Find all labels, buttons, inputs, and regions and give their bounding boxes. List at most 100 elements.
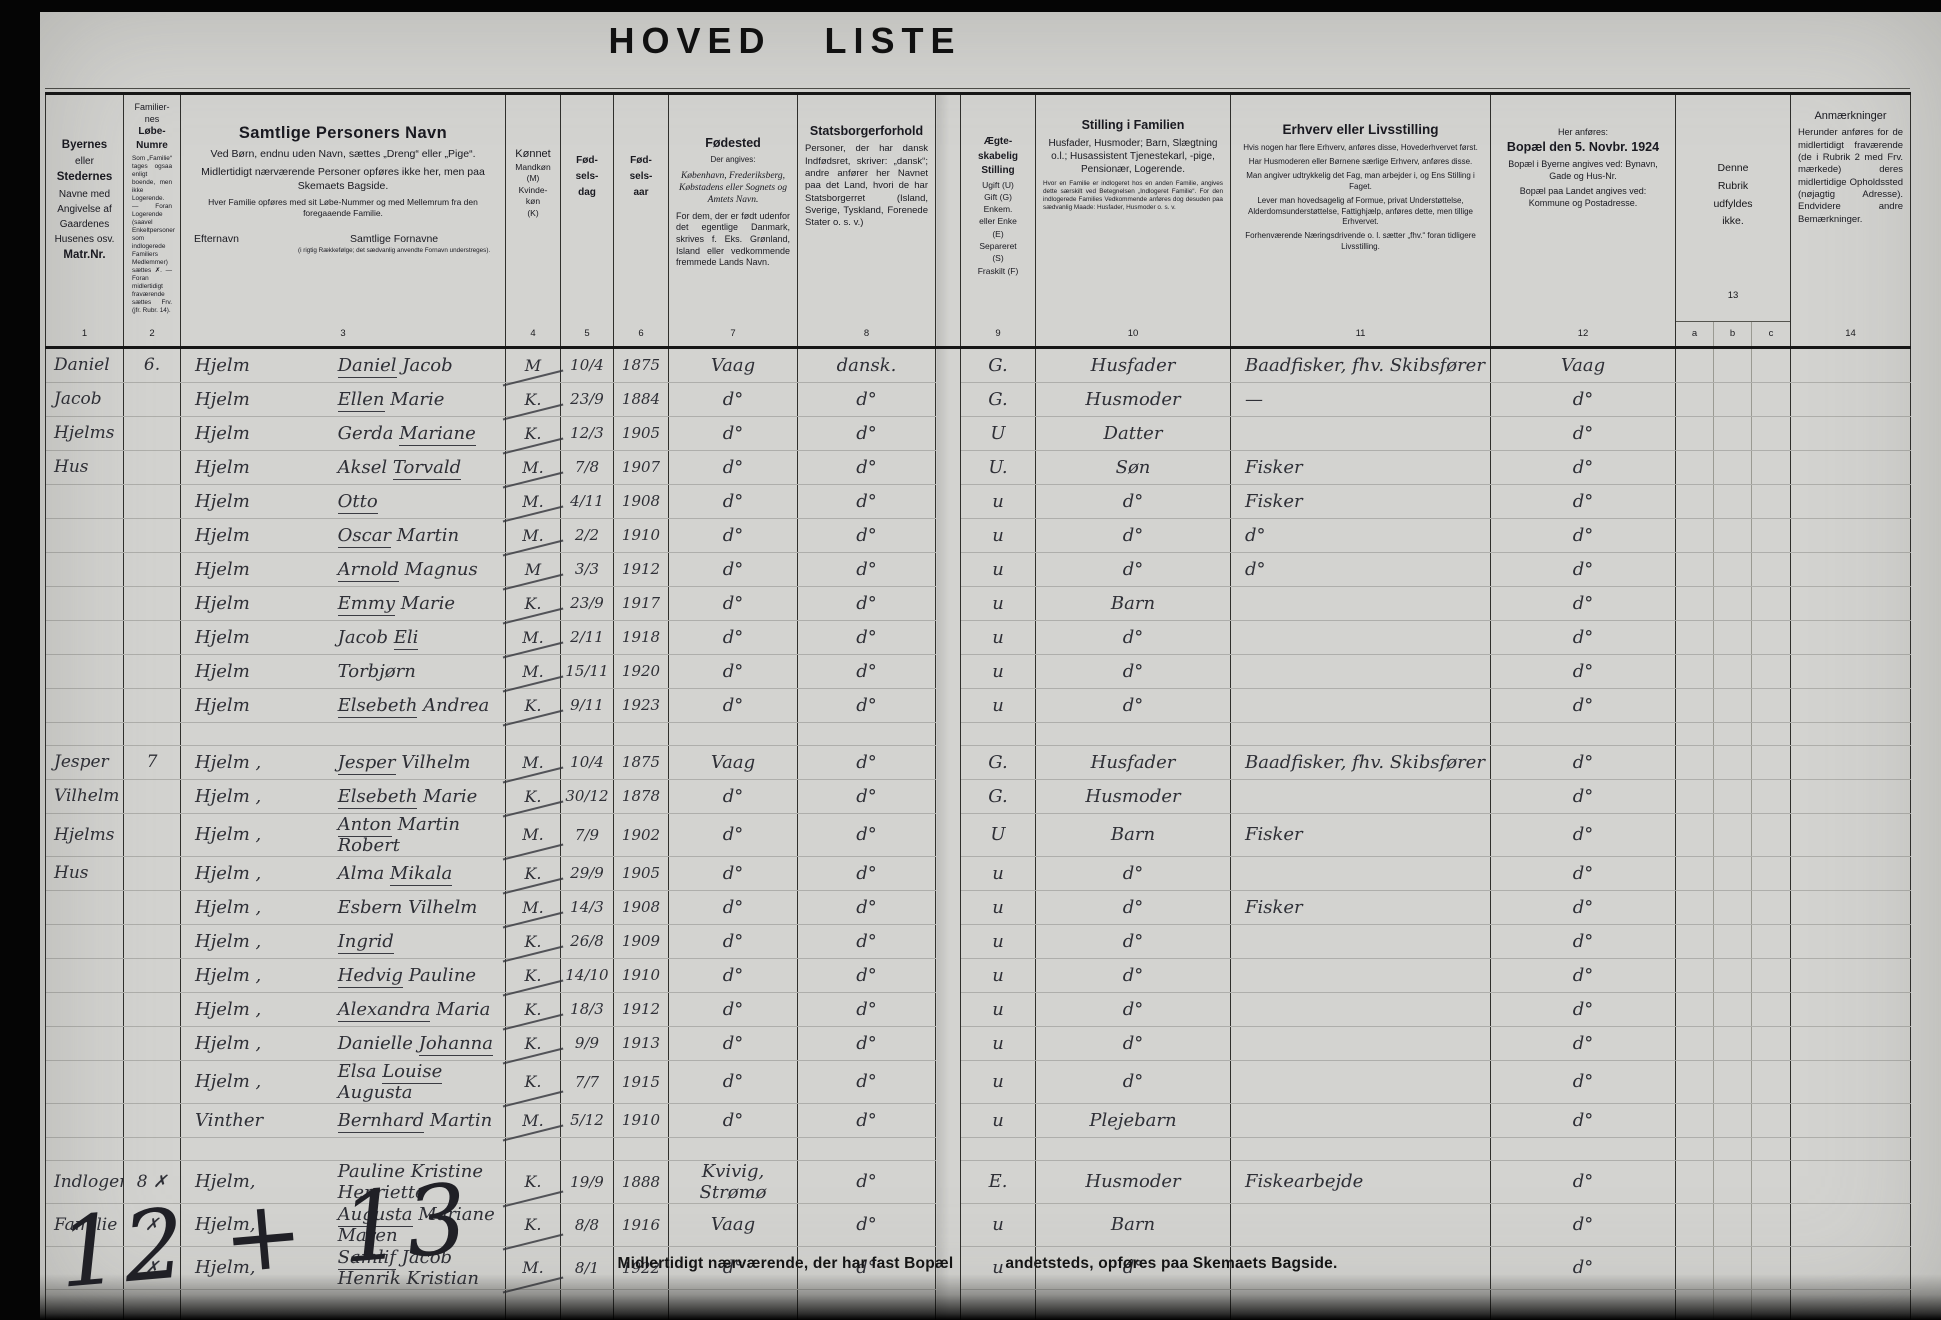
cell-sex: M [502,347,564,387]
cell-given-names: Jesper Vilhelm [337,751,471,775]
cell-family-number: 7 [123,745,181,780]
empty-cell [505,1137,561,1161]
header-text: Bopæl paa Landet angives ved: Kommune og… [1519,186,1647,208]
cell-marital-status: u [960,1203,1036,1247]
empty-cell [1675,1289,1714,1320]
cell-unused-c [1750,1160,1791,1204]
cell-name: Vinther Bernhard Martin [180,1103,506,1138]
person-row: Vinther Bernhard Martin M. 5/12 1910 d° d° u Ple… [45,1103,1911,1142]
cell-remarks [1790,552,1911,587]
cell-birth-day: 7/7 [560,1060,614,1104]
fold-gap [935,620,961,655]
column-number: 13 [1727,290,1739,301]
fold-gap [935,992,961,1027]
header-text: Husfader, Husmoder; Barn, Slægtning o.l.… [1048,138,1218,176]
cell-birth-day: 4/11 [560,484,614,519]
cell-marital-status: U [960,416,1036,451]
cell-family-number [123,924,181,959]
person-row: Hus Hjelm , Alma Mikala K. 29/9 1905 d° d° u d° d° [45,856,1911,895]
cell-sex: K. [502,416,564,455]
header-text: Gaardenes [59,218,110,230]
header-text: Byernes [61,139,108,151]
cell-surname: Hjelm , [195,1032,262,1054]
col-header-remarks: Anmærkninger Herunder anføres for de mid… [1790,93,1911,322]
cell-surname: Hjelm [195,524,250,546]
cell-birth-day: 23/9 [560,382,614,417]
cell-name: Hjelm , Danielle Johanna [180,1026,506,1061]
cell-occupation [1230,416,1491,451]
col-header-occupation: Erhverv eller Livsstilling Hvis nogen ha… [1230,93,1491,322]
cell-sex: K. [502,1026,564,1065]
cell-unused-b [1713,518,1752,553]
cell-remarks [1790,779,1911,814]
header-text: Denne [1717,161,1749,174]
cell-citizenship: d° [797,924,936,959]
cell-occupation: Baadfisker, fhv. Skibsfører [1230,745,1491,780]
empty-cell [1230,1137,1491,1161]
cell-birth-day: 26/8 [560,924,614,959]
cell-remarks [1790,416,1911,451]
empty-cell [180,722,506,746]
cell-unused-b [1713,450,1752,485]
cell-family-position: d° [1035,518,1231,553]
fold-gap [935,890,961,925]
cell-surname: Hjelm [195,354,250,376]
cell-place-name [45,518,124,553]
cell-name: Hjelm Elsebeth Andrea [180,688,506,723]
column-number: 1 [45,321,124,349]
cell-surname: Hjelm , [195,998,262,1020]
header-text: Angivelse af [57,203,112,215]
cell-surname: Hjelm [195,694,250,716]
cell-unused-b [1713,992,1752,1027]
empty-cell [1035,1137,1231,1161]
cell-citizenship: d° [797,654,936,689]
cell-sex: K. [502,779,564,818]
cell-birth-year: 1905 [613,416,669,451]
fold-gap [935,856,961,891]
cell-family-number [123,856,181,891]
cell-name: Hjelm , Ingrid [180,924,506,959]
col-header-birthplace: Fødested Der angives: København, Frederi… [668,93,798,322]
cell-remarks [1790,745,1911,780]
cell-birth-year: 1910 [613,518,669,553]
cell-remarks [1790,654,1911,689]
column-letter: b [1713,320,1752,349]
empty-cell [613,1137,669,1161]
cell-citizenship: d° [797,586,936,621]
cell-family-number [123,484,181,519]
column-number: 8 [797,321,936,349]
cell-occupation: — [1230,382,1491,417]
cell-surname: Hjelm , [195,930,262,952]
cell-place-name [45,1026,124,1061]
cell-unused-c [1750,620,1791,655]
cell-family-number [123,518,181,553]
empty-cell [935,1137,961,1161]
cell-unused-b [1713,890,1752,925]
cell-given-names: Elsa Louise Augusta [337,1060,443,1103]
cell-name: Hjelm Gerda Mariane [180,416,506,451]
cell-birthplace: d° [668,484,798,519]
cell-occupation: Baadfisker, fhv. Skibsfører [1230,347,1491,383]
cell-birthplace: d° [668,552,798,587]
cell-family-position: Husmoder [1035,382,1231,417]
cell-birth-year: 1912 [613,992,669,1027]
cell-family-number [123,1026,181,1061]
page-fold-gap [935,93,961,349]
cell-place-name: Jacob [45,382,124,417]
cell-marital-status: u [960,586,1036,621]
cell-remarks [1790,992,1911,1027]
cell-birth-year: 1923 [613,688,669,723]
cell-birthplace: d° [668,620,798,655]
cell-place-name [45,958,124,993]
header-title: Anmærkninger [1814,110,1887,122]
cell-remarks [1790,856,1911,891]
cell-name: Hjelm , Elsebeth Marie [180,779,506,814]
cell-place-name: Vilhelm [45,779,124,814]
cell-given-names: Daniel Jacob [337,354,453,378]
cell-family-number [123,416,181,451]
cell-unused-b [1713,654,1752,689]
cell-family-position: Barn [1035,1203,1231,1247]
header-text: (S) [992,253,1004,264]
header-text: Rubrik [1717,179,1749,192]
fold-gap [935,382,961,417]
